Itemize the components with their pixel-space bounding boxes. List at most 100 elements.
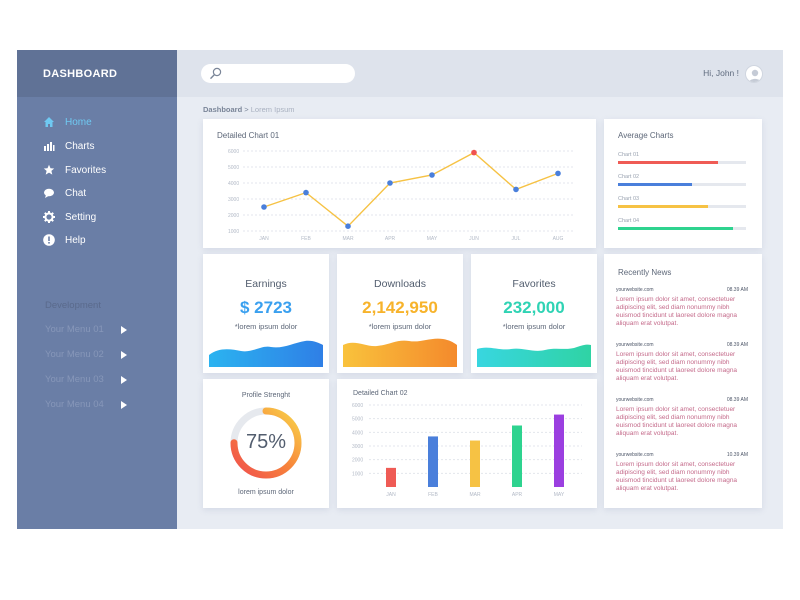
progress-fill xyxy=(618,161,718,164)
chart-title: Detailed Chart 01 xyxy=(217,131,280,140)
progress-track xyxy=(618,183,746,186)
submenu-label: Your Menu 02 xyxy=(45,349,104,360)
chart-title: Detailed Chart 02 xyxy=(353,390,408,397)
sidebar-item-label: Setting xyxy=(65,211,97,223)
news-source[interactable]: yourwebsite.com xyxy=(616,452,654,458)
news-text: Lorem ipsum dolor sit amet, consectetuer… xyxy=(616,351,738,382)
average-charts-card: Average Charts Chart 01 Chart 02 Chart 03 C… xyxy=(604,119,762,248)
bar-chart-icon xyxy=(43,140,55,152)
search-input[interactable] xyxy=(201,64,355,83)
x-tick-label: AUG xyxy=(553,236,564,242)
top-bar: Hi, John ! xyxy=(177,50,783,97)
profile-percent: 75% xyxy=(245,431,287,453)
y-tick-label: 4000 xyxy=(228,181,239,187)
line-chart: 1000 2000 3000 4000 5000 6000 JAN FEB MAR APR MAY J… xyxy=(228,149,575,242)
submenu-label: Your Menu 01 xyxy=(45,324,104,335)
card-title: Average Charts xyxy=(618,131,674,140)
sidebar-item-setting[interactable]: Setting xyxy=(43,207,173,227)
sidebar-item-chat[interactable]: Chat xyxy=(43,183,173,203)
x-tick-label: FEB xyxy=(428,492,438,498)
news-item[interactable]: yourwebsite.com 08.39 AM Lorem ipsum dolor… xyxy=(616,342,748,383)
news-item[interactable]: yourwebsite.com 08.39 AM Lorem ipsum dolor… xyxy=(616,397,748,438)
data-point[interactable] xyxy=(303,189,309,196)
average-row-label: Chart 02 xyxy=(618,174,640,180)
news-text: Lorem ipsum dolor sit amet, consectetuer… xyxy=(616,296,738,327)
bar-chart-card: Detailed Chart 02 1000 2000 3000 4000 5000 60… xyxy=(337,379,597,508)
progress-fill xyxy=(618,205,708,208)
progress-track xyxy=(618,227,746,230)
earnings-card: Earnings $ 2723 *lorem ipsum dolor xyxy=(203,254,329,373)
news-source[interactable]: yourwebsite.com xyxy=(616,287,654,293)
sidebar-item-label: Charts xyxy=(65,140,95,152)
sidebar-submenu-04[interactable]: Your Menu 04 xyxy=(45,399,165,410)
x-tick-label: JAN xyxy=(386,492,396,498)
stat-title: Favorites xyxy=(512,278,556,290)
news-source[interactable]: yourwebsite.com xyxy=(616,397,654,403)
brand-title: DASHBOARD xyxy=(17,50,177,97)
chat-bubble-icon xyxy=(43,187,55,199)
news-time: 08.39 AM xyxy=(726,342,748,348)
main-area: Hi, John ! Dashboard > Lorem Ipsum Detai… xyxy=(177,50,783,529)
favorites-card: Favorites 232,000 *lorem ipsum dolor xyxy=(471,254,597,373)
breadcrumb-root[interactable]: Dashboard xyxy=(203,105,243,114)
chevron-right-icon xyxy=(121,375,127,384)
bar[interactable] xyxy=(554,414,564,487)
sidebar-submenu-01[interactable]: Your Menu 01 xyxy=(45,324,165,335)
card-title: Profile Strenght xyxy=(241,392,291,399)
avatar[interactable] xyxy=(745,65,763,83)
data-point[interactable] xyxy=(261,204,267,210)
sidebar-submenu-02[interactable]: Your Menu 02 xyxy=(45,349,165,360)
sidebar-item-label: Home xyxy=(65,116,92,128)
stat-value: 2,142,950 xyxy=(362,298,438,317)
stat-title: Earnings xyxy=(245,278,287,290)
y-tick-label: 3000 xyxy=(228,197,239,203)
sidebar-item-home[interactable]: Home xyxy=(43,112,173,132)
submenu-label: Your Menu 04 xyxy=(45,399,104,410)
average-row: Chart 04 xyxy=(618,218,746,230)
data-point[interactable] xyxy=(555,170,561,177)
progress-fill xyxy=(618,227,734,230)
sidebar-item-label: Favorites xyxy=(65,164,107,176)
stat-caption: *lorem ipsum dolor xyxy=(502,322,566,331)
search-icon xyxy=(209,67,222,85)
sidebar-item-favorites[interactable]: Favorites xyxy=(43,160,173,180)
stat-caption: *lorem ipsum dolor xyxy=(234,322,298,331)
bar[interactable] xyxy=(470,440,480,487)
news-time: 10.39 AM xyxy=(726,452,748,458)
data-point[interactable] xyxy=(429,172,435,178)
bar-chart: 1000 2000 3000 4000 5000 6000 JAN FEB MAR APR MAY xyxy=(352,403,582,498)
bar[interactable] xyxy=(512,425,522,488)
sidebar-item-help[interactable]: Help xyxy=(43,230,173,250)
sidebar-submenu-03[interactable]: Your Menu 03 xyxy=(45,374,165,385)
wave-graphic xyxy=(209,340,323,367)
news-text: Lorem ipsum dolor sit amet, consectetuer… xyxy=(616,461,738,492)
series-line xyxy=(263,151,559,228)
x-tick-label: MAR xyxy=(469,492,481,498)
data-point[interactable] xyxy=(471,149,477,156)
data-point[interactable] xyxy=(345,223,351,229)
news-time: 08.39 AM xyxy=(726,397,748,403)
news-item[interactable]: yourwebsite.com 08.39 AM Lorem ipsum dolor… xyxy=(616,287,748,328)
stat-caption: *lorem ipsum dolor xyxy=(368,322,432,331)
y-tick-label: 2000 xyxy=(228,213,239,219)
news-item[interactable]: yourwebsite.com 10.39 AM Lorem ipsum dolor… xyxy=(616,452,748,493)
breadcrumb-current: Lorem Ipsum xyxy=(250,105,295,114)
average-row-label: Chart 04 xyxy=(618,218,640,224)
dashboard-window: DASHBOARD Home Charts Favorites Chat xyxy=(17,50,783,529)
x-tick-label: APR xyxy=(385,236,396,242)
section-label: Development xyxy=(45,300,101,311)
stat-value: 232,000 xyxy=(503,298,565,317)
y-tick-label: 3000 xyxy=(352,444,363,450)
average-row-label: Chart 01 xyxy=(618,152,640,158)
data-point[interactable] xyxy=(387,180,393,186)
chevron-right-icon xyxy=(121,400,127,409)
y-tick-label: 5000 xyxy=(228,165,239,171)
help-icon xyxy=(43,234,55,246)
bar[interactable] xyxy=(428,436,438,487)
sidebar-item-charts[interactable]: Charts xyxy=(43,136,173,156)
average-row: Chart 01 xyxy=(618,152,746,164)
bar[interactable] xyxy=(386,467,396,487)
user-greeting: Hi, John ! xyxy=(703,68,739,78)
data-point[interactable] xyxy=(513,186,519,193)
news-source[interactable]: yourwebsite.com xyxy=(616,342,654,348)
